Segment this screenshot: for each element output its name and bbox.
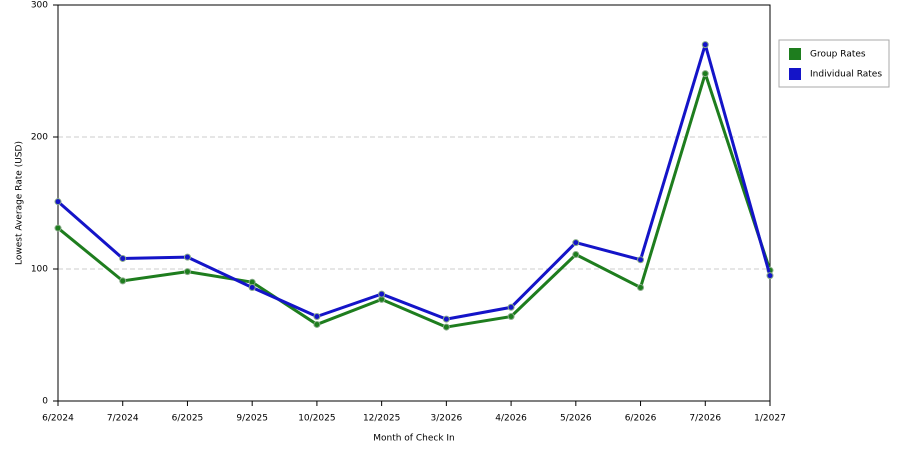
point <box>442 323 450 331</box>
y-axis-label: Lowest Average Rate (USD) <box>15 141 25 265</box>
x-tick-label: 6/2024 <box>42 414 74 424</box>
y-tick-label: 100 <box>31 265 48 275</box>
point <box>507 303 515 311</box>
legend-swatch <box>789 48 801 60</box>
y-tick-label: 200 <box>31 133 48 143</box>
point <box>313 313 321 321</box>
x-tick-label: 10/2025 <box>298 414 335 424</box>
y-tick-label: 300 <box>31 1 48 11</box>
point <box>248 283 256 291</box>
point <box>572 239 580 247</box>
point <box>637 283 645 291</box>
line <box>57 72 772 329</box>
legend-label: Individual Rates <box>810 70 882 80</box>
x-tick-label: 7/2024 <box>107 414 139 424</box>
legend-label: Group Rates <box>810 50 866 60</box>
line <box>57 43 772 321</box>
legend-swatch <box>789 68 801 80</box>
x-tick-label: 12/2025 <box>363 414 400 424</box>
x-tick-label: 3/2026 <box>431 414 463 424</box>
point <box>54 224 62 232</box>
x-axis-label: Month of Check In <box>373 434 455 444</box>
point <box>766 272 774 280</box>
x-tick-label: 9/2025 <box>236 414 268 424</box>
point <box>119 254 127 262</box>
x-tick-label: 6/2025 <box>172 414 204 424</box>
point <box>313 320 321 328</box>
point <box>701 70 709 78</box>
point <box>701 41 709 49</box>
point <box>54 198 62 206</box>
point <box>637 256 645 264</box>
point <box>442 315 450 323</box>
x-tick-label: 7/2026 <box>689 414 721 424</box>
x-tick-label: 5/2026 <box>560 414 592 424</box>
point <box>119 277 127 285</box>
x-tick-label: 6/2026 <box>625 414 657 424</box>
point <box>183 268 191 276</box>
point <box>507 313 515 321</box>
y-tick-label: 0 <box>42 397 48 407</box>
x-tick-label: 1/2027 <box>754 414 786 424</box>
point <box>183 253 191 261</box>
point <box>378 290 386 298</box>
x-tick-label: 4/2026 <box>495 414 527 424</box>
point <box>572 250 580 258</box>
plot-frame <box>57 4 771 402</box>
